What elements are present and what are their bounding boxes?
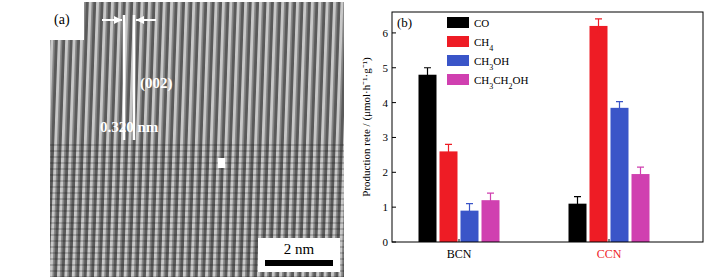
y-tick-label: 3 (383, 131, 389, 143)
legend-swatch (447, 17, 469, 28)
error-bar (445, 144, 452, 158)
figure: (a) (002) 0.320 nm 2 nm 0 1 2 3 4 5 6 BCN CCN Product… (0, 0, 718, 279)
label-box (50, 2, 84, 40)
panel-label: (a) (54, 12, 70, 28)
y-tick (392, 102, 396, 103)
panel-label: (b) (397, 15, 412, 30)
y-tick-label: 0 (383, 236, 389, 248)
bar (440, 151, 458, 242)
y-tick-label: 1 (383, 201, 389, 213)
error-bar (466, 204, 473, 218)
legend-label: CH4 (474, 36, 493, 53)
bar (590, 26, 608, 242)
plane-label: (002) (140, 75, 173, 92)
spacing-label: 0.320 nm (100, 119, 159, 135)
y-tick-label: 6 (383, 27, 389, 39)
legend-swatch (447, 74, 469, 85)
bar (611, 108, 629, 242)
x-tick (609, 239, 610, 242)
legend-swatch (447, 36, 469, 47)
y-tick-label: 5 (383, 62, 389, 74)
arrow-head (136, 16, 144, 24)
x-tick-label: BCN (447, 247, 472, 261)
y-tick (392, 32, 396, 33)
legend-label: CO (474, 17, 489, 29)
bar (419, 75, 437, 242)
x-tick-label: CCN (597, 247, 622, 261)
scale-box (258, 238, 340, 272)
marker (218, 158, 225, 168)
legend-label: CH3OH (474, 55, 509, 72)
error-bar (637, 167, 644, 181)
arrow-head (114, 16, 122, 24)
y-tick (392, 242, 396, 243)
error-bar (574, 197, 581, 211)
bars (419, 19, 650, 242)
plot-frame (392, 12, 703, 242)
scale-bar (265, 260, 333, 266)
y-tick (392, 207, 396, 208)
bar (632, 174, 650, 242)
tem-texture (50, 140, 344, 277)
legend-swatch (447, 55, 469, 66)
error-bar (595, 19, 602, 33)
legend-label: CH3CH2OH (474, 74, 529, 91)
error-bar (616, 102, 623, 115)
y-tick-label: 2 (383, 166, 389, 178)
y-tick (392, 172, 396, 173)
tem-image (50, 2, 344, 277)
y-axis-label: Production rete / (μmol·h⁻¹·g⁻¹) (360, 57, 373, 197)
error-bar (424, 68, 431, 82)
x-tick (459, 239, 460, 242)
error-bar (487, 193, 494, 207)
y-tick (392, 67, 396, 68)
y-tick-label: 4 (383, 97, 389, 109)
y-tick (392, 137, 396, 138)
scale-label: 2 nm (284, 241, 315, 257)
